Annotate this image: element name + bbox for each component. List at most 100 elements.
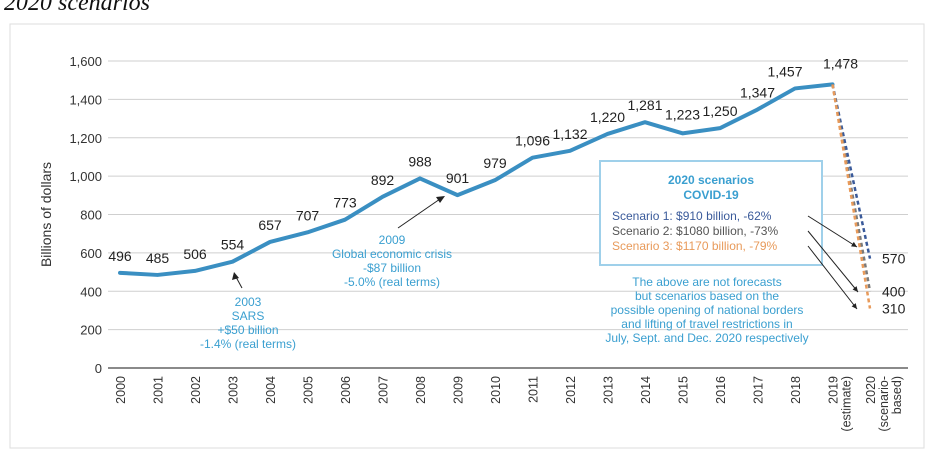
x-tick-label-line: 2000 (114, 376, 128, 404)
y-tick-label: 800 (80, 208, 102, 223)
x-tick-label-line: 2019 (827, 376, 841, 404)
x-tick-label: 2002 (189, 376, 203, 404)
x-tick-label-line: 2002 (189, 376, 203, 404)
x-tick-label: 2020(scenario-based) (864, 376, 904, 432)
scenario-line (831, 84, 872, 259)
y-tick-label: 0 (95, 361, 102, 376)
sars-annotation-text: SARS (232, 309, 265, 323)
x-tick-label-line: 2013 (602, 376, 616, 404)
x-tick-label-line: based) (890, 376, 904, 414)
x-tick-label-line: 2011 (527, 376, 541, 403)
sars-annotation-text: +$50 billion (217, 323, 278, 337)
crisis-annotation-text: 2009 (379, 233, 406, 247)
page-title: 2020 scenarios (4, 0, 150, 16)
x-tick-label-line: 2001 (152, 376, 166, 404)
data-label: 979 (483, 155, 507, 171)
scenario-note-text: July, Sept. and Dec. 2020 respectively (605, 331, 808, 345)
scenario-pointer-arrow (807, 245, 858, 310)
data-label: 707 (296, 207, 320, 223)
scenario-line (831, 84, 872, 309)
data-label: 1,347 (740, 85, 775, 101)
data-label: 1,457 (767, 63, 802, 79)
scenario-value-label: 400 (882, 283, 906, 299)
annotation-arrow (235, 276, 243, 289)
x-tick-label-line: (estimate) (840, 376, 854, 432)
series-line (118, 82, 835, 277)
data-label: 892 (371, 172, 395, 188)
data-label: 1,096 (515, 133, 550, 149)
x-tick-label-line: 2010 (489, 376, 503, 404)
data-label: 1,250 (702, 103, 737, 119)
x-tick-label-line: 2012 (564, 376, 578, 404)
scenario-box-title: 2020 scenarios (668, 173, 754, 187)
x-tick-label: 2013 (602, 376, 616, 404)
x-tick-label: 2009 (452, 376, 466, 404)
data-label: 485 (146, 250, 170, 266)
scenario-value-label: 570 (882, 251, 906, 267)
scenario-pointer-arrow (807, 215, 858, 248)
annotation-arrow (397, 198, 441, 229)
annotation-arrowhead (232, 272, 239, 280)
x-tick-label: 2011 (527, 376, 541, 403)
scenario-pointer-arrow (807, 230, 859, 293)
x-tick-label-line: 2018 (789, 376, 803, 404)
chart-frame (9, 23, 925, 449)
x-tick-label: 2017 (752, 376, 766, 404)
sars-annotation-text: 2003 (235, 295, 262, 309)
y-tick-label: 600 (80, 246, 102, 261)
scenario-value-label: 310 (882, 301, 906, 317)
data-label: 901 (446, 170, 470, 186)
x-tick-label: 2004 (264, 376, 278, 404)
scenario-box-title: COVID-19 (683, 188, 739, 202)
scenario-item: Scenario 1: $910 billion, -62% (612, 209, 772, 223)
x-tick-label: 2014 (639, 376, 653, 404)
scenario-pointer-arrowhead (851, 241, 857, 247)
x-tick-label: 2016 (714, 376, 728, 404)
x-tick-label-line: 2006 (339, 376, 353, 404)
y-tick-label: 1,400 (69, 92, 102, 107)
data-label: 657 (258, 217, 282, 233)
data-label: 496 (108, 248, 132, 264)
scenario-note-text: The above are not forecasts (632, 275, 781, 289)
crisis-annotation-text: -$87 billion (363, 261, 421, 275)
y-tick-label: 200 (80, 323, 102, 338)
x-tick-label-line: 2017 (752, 376, 766, 404)
data-label: 1,478 (823, 55, 858, 71)
scenario-note-text: but scenarios based on the (635, 289, 779, 303)
x-tick-label: 2003 (227, 376, 241, 404)
x-tick-label: 2005 (302, 376, 316, 404)
scenario-note-text: possible opening of national borders (611, 303, 804, 317)
x-tick-label: 2001 (152, 376, 166, 404)
x-tick-label-line: 2003 (227, 376, 241, 404)
x-tick-label-line: 2007 (377, 376, 391, 404)
x-tick-label-line: 2015 (677, 376, 691, 404)
x-tick-label-line: 2008 (414, 376, 428, 404)
scenario-pointer-arrowhead (852, 286, 858, 292)
crisis-annotation-text: -5.0% (real terms) (344, 275, 440, 289)
x-tick-label-line: (scenario- (877, 376, 891, 432)
x-tick-label: 2000 (114, 376, 128, 404)
data-label: 554 (221, 237, 245, 253)
x-tick-label-line: 2014 (639, 376, 653, 404)
x-tick-label: 2018 (789, 376, 803, 404)
x-tick-label: 2007 (377, 376, 391, 404)
x-tick-label: 2019(estimate) (827, 376, 854, 432)
scenario-item: Scenario 3: $1170 billion, -79% (612, 239, 778, 253)
y-tick-label: 1,000 (69, 169, 102, 184)
x-tick-label-line: 2020 (864, 376, 878, 404)
y-tick-label: 400 (80, 284, 102, 299)
y-tick-label: 1,600 (69, 54, 102, 69)
data-label: 1,223 (665, 106, 700, 122)
x-tick-label: 2012 (564, 376, 578, 404)
scenario-note-text: and lifting of travel restrictions in (621, 317, 792, 331)
data-label: 1,281 (627, 97, 662, 113)
x-tick-label-line: 2016 (714, 376, 728, 404)
x-tick-label: 2015 (677, 376, 691, 404)
x-tick-label-line: 2005 (302, 376, 316, 404)
data-label: 1,220 (590, 109, 625, 125)
y-axis-label: Billions of dollars (38, 162, 54, 267)
x-tick-label: 2010 (489, 376, 503, 404)
data-label: 988 (408, 153, 432, 169)
x-tick-label: 2006 (339, 376, 353, 404)
